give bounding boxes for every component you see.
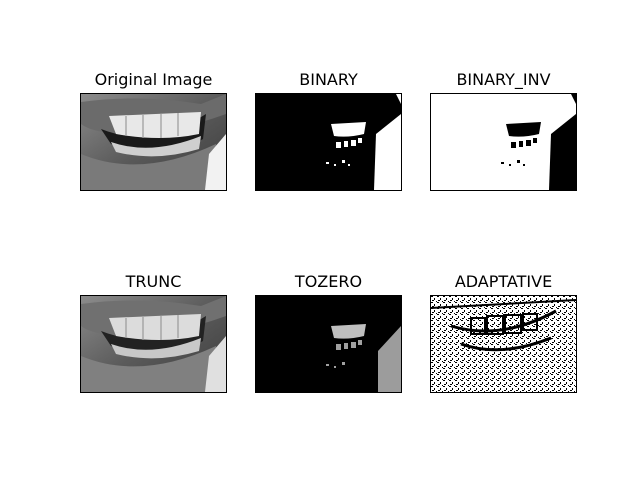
panel-title: Original Image <box>94 70 213 89</box>
image-original <box>80 93 227 191</box>
panel-binary-inv: BINARY_INV <box>430 70 577 192</box>
panel-trunc: TRUNC <box>80 272 227 394</box>
image-binary <box>255 93 402 191</box>
image-tozero <box>255 295 402 393</box>
panel-tozero: TOZERO <box>255 272 402 394</box>
panel-title: TRUNC <box>125 272 182 291</box>
panel-binary: BINARY <box>255 70 402 192</box>
panel-title: ADAPTATIVE <box>454 272 553 291</box>
panel-original: Original Image <box>80 70 227 192</box>
image-adaptative <box>430 295 577 393</box>
image-binary-inv <box>430 93 577 191</box>
panel-title: BINARY_INV <box>456 70 551 89</box>
panel-adaptative: ADAPTATIVE <box>430 272 577 394</box>
panel-title: TOZERO <box>294 272 363 291</box>
image-trunc <box>80 295 227 393</box>
panel-title: BINARY <box>299 70 358 89</box>
